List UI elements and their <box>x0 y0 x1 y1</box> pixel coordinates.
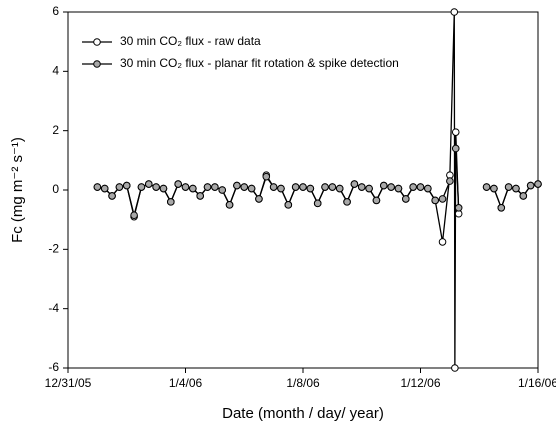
series-marker <box>233 181 241 190</box>
y-tick-label: -4 <box>48 301 59 315</box>
x-axis-title: Date (month / day/ year) <box>222 405 384 422</box>
series-marker <box>255 195 263 203</box>
series-marker <box>115 183 124 191</box>
series-marker <box>504 183 513 191</box>
series-marker <box>451 364 459 372</box>
series-marker <box>416 183 425 191</box>
series-marker <box>313 199 322 208</box>
series-marker <box>497 204 506 212</box>
series-marker <box>387 183 395 191</box>
series-marker <box>490 184 498 193</box>
series-marker <box>203 183 212 191</box>
series-marker <box>144 180 153 188</box>
series-marker <box>284 201 293 209</box>
y-tick-label: 0 <box>52 182 59 196</box>
y-tick-label: 6 <box>52 4 59 18</box>
series-marker <box>482 183 491 191</box>
series-marker <box>451 144 460 153</box>
series-marker <box>181 183 190 191</box>
series-marker <box>365 184 373 193</box>
series-marker <box>159 184 168 193</box>
series-marker <box>321 183 329 191</box>
series-marker <box>299 183 307 191</box>
series-marker <box>167 198 175 206</box>
series-marker <box>431 196 439 205</box>
series-marker <box>262 172 271 181</box>
series-marker <box>328 183 337 191</box>
series-marker <box>379 181 388 190</box>
series-marker <box>526 181 535 190</box>
series-marker <box>450 8 459 16</box>
legend-label: 30 min CO₂ flux - raw data <box>120 34 261 48</box>
series-marker <box>372 196 381 205</box>
legend-marker <box>93 38 101 46</box>
series-marker <box>350 180 359 188</box>
series-marker <box>446 177 454 185</box>
series-marker <box>306 184 315 193</box>
series-marker <box>277 184 285 193</box>
series-marker <box>174 180 182 188</box>
series-marker <box>152 183 160 191</box>
series-marker <box>512 184 520 193</box>
y-tick-label: -2 <box>48 242 59 256</box>
legend-marker <box>93 60 101 68</box>
series-marker <box>130 211 138 220</box>
series-marker <box>454 204 463 212</box>
series-marker <box>519 192 528 200</box>
y-tick-label: 2 <box>52 123 59 137</box>
series-marker <box>240 183 249 191</box>
series-marker <box>291 183 300 191</box>
series-marker <box>225 201 234 209</box>
x-tick-label: 1/12/06 <box>400 376 440 390</box>
series-marker <box>218 186 227 194</box>
legend-label: 30 min CO₂ flux - planar fit rotation & … <box>120 56 399 70</box>
series-marker <box>402 195 410 203</box>
series-marker <box>137 183 146 191</box>
series-marker <box>357 183 366 191</box>
series-marker <box>343 198 351 206</box>
y-tick-label: 4 <box>52 64 59 78</box>
series-marker <box>438 238 447 246</box>
x-tick-label: 1/4/06 <box>169 376 203 390</box>
x-tick-label: 1/16/06 <box>518 376 556 390</box>
series-marker <box>100 184 109 193</box>
x-tick-label: 12/31/05 <box>45 376 92 390</box>
y-tick-label: -6 <box>48 360 59 374</box>
series-marker <box>534 180 542 188</box>
x-tick-label: 1/8/06 <box>286 376 320 390</box>
series-marker <box>196 192 204 200</box>
series-marker <box>438 195 447 203</box>
series-marker <box>247 184 256 193</box>
series-marker <box>335 184 344 193</box>
y-axis-title: Fc (mg m⁻² s⁻¹) <box>9 137 26 243</box>
series-marker <box>189 184 197 193</box>
series-marker <box>211 183 219 191</box>
series-marker <box>108 192 116 200</box>
series-marker <box>394 184 403 193</box>
series-marker <box>451 128 460 136</box>
series-marker <box>409 183 417 191</box>
series-marker <box>424 184 432 193</box>
series-marker <box>122 181 131 190</box>
series-marker <box>93 183 102 191</box>
series-marker <box>269 183 278 191</box>
